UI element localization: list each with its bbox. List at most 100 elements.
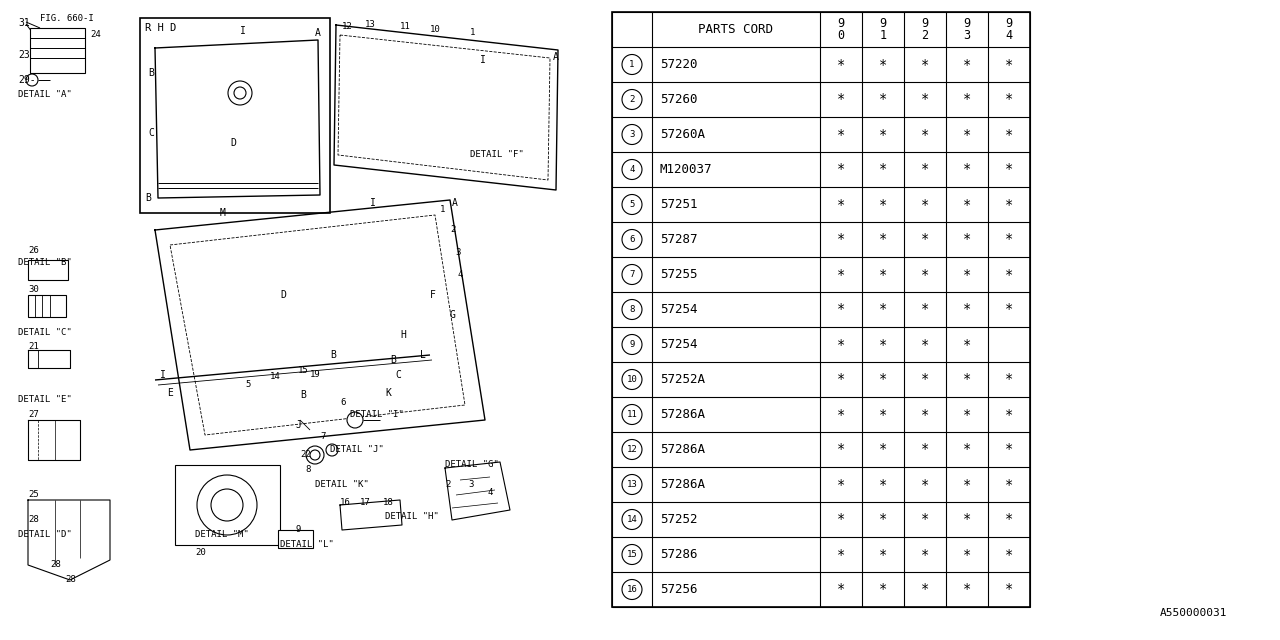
Text: 25: 25 <box>28 490 38 499</box>
Text: DETAIL "B": DETAIL "B" <box>18 258 72 267</box>
Text: K: K <box>385 388 390 398</box>
Text: 8: 8 <box>305 465 310 474</box>
Text: *: * <box>920 127 929 141</box>
Text: *: * <box>920 93 929 106</box>
Text: *: * <box>879 372 887 387</box>
Text: 4: 4 <box>488 488 493 497</box>
Text: PARTS CORD: PARTS CORD <box>699 23 773 36</box>
Text: 4: 4 <box>1005 29 1012 42</box>
Text: 20: 20 <box>195 548 206 557</box>
Text: *: * <box>963 513 972 527</box>
Text: 57286: 57286 <box>660 548 698 561</box>
Bar <box>278 530 314 548</box>
Text: *: * <box>963 93 972 106</box>
Circle shape <box>622 54 643 74</box>
Text: 15: 15 <box>298 366 308 375</box>
Text: A550000031: A550000031 <box>1160 608 1228 618</box>
Text: 9: 9 <box>837 17 845 30</box>
Text: *: * <box>1005 163 1014 177</box>
Text: *: * <box>963 163 972 177</box>
Text: *: * <box>920 163 929 177</box>
Circle shape <box>228 81 252 105</box>
Text: 57255: 57255 <box>660 268 698 281</box>
Text: *: * <box>920 198 929 211</box>
Text: *: * <box>879 547 887 561</box>
Text: *: * <box>1005 477 1014 492</box>
Text: DETAIL "I": DETAIL "I" <box>349 410 403 419</box>
Text: I: I <box>160 370 166 380</box>
Text: 21: 21 <box>28 342 38 351</box>
Text: 31: 31 <box>18 18 29 28</box>
Bar <box>175 465 280 545</box>
Bar <box>140 18 330 213</box>
Circle shape <box>622 125 643 145</box>
Text: D: D <box>280 290 285 300</box>
Circle shape <box>622 264 643 285</box>
Text: *: * <box>879 163 887 177</box>
Text: I: I <box>480 55 486 65</box>
Text: 57252: 57252 <box>660 513 698 526</box>
Text: B: B <box>148 68 154 78</box>
Text: *: * <box>963 408 972 422</box>
Text: 57260A: 57260A <box>660 128 705 141</box>
Text: B: B <box>330 350 335 360</box>
Text: 29-: 29- <box>18 75 36 85</box>
Text: DETAIL "C": DETAIL "C" <box>18 328 72 337</box>
Text: 7: 7 <box>630 270 635 279</box>
Text: DETAIL "G": DETAIL "G" <box>445 460 499 469</box>
Text: L: L <box>420 350 426 360</box>
Circle shape <box>622 230 643 250</box>
Text: G: G <box>451 310 456 320</box>
Circle shape <box>326 444 338 456</box>
Text: *: * <box>837 442 845 456</box>
Text: 5: 5 <box>630 200 635 209</box>
Text: 6: 6 <box>630 235 635 244</box>
Text: DETAIL "M": DETAIL "M" <box>195 530 248 539</box>
Text: *: * <box>1005 58 1014 72</box>
Text: *: * <box>1005 408 1014 422</box>
Circle shape <box>234 87 246 99</box>
Text: DETAIL "L": DETAIL "L" <box>280 540 334 549</box>
Text: *: * <box>963 477 972 492</box>
Circle shape <box>211 489 243 521</box>
Text: *: * <box>963 547 972 561</box>
Text: B: B <box>145 193 151 203</box>
Text: C: C <box>148 128 154 138</box>
Text: 57254: 57254 <box>660 303 698 316</box>
Text: 15: 15 <box>627 550 637 559</box>
Text: 27: 27 <box>28 410 38 419</box>
Text: 9: 9 <box>964 17 970 30</box>
Text: DETAIL "K": DETAIL "K" <box>315 480 369 489</box>
Text: 57286A: 57286A <box>660 478 705 491</box>
Text: 57254: 57254 <box>660 338 698 351</box>
Text: *: * <box>920 582 929 596</box>
Text: 1: 1 <box>879 29 887 42</box>
Bar <box>28 295 67 317</box>
Text: *: * <box>920 372 929 387</box>
Text: *: * <box>837 163 845 177</box>
Text: 14: 14 <box>270 372 280 381</box>
Text: D: D <box>230 138 236 148</box>
Text: *: * <box>837 93 845 106</box>
Text: *: * <box>963 127 972 141</box>
Text: *: * <box>963 232 972 246</box>
Text: *: * <box>1005 582 1014 596</box>
Text: *: * <box>879 127 887 141</box>
Text: DETAIL "D": DETAIL "D" <box>18 530 72 539</box>
Text: *: * <box>963 303 972 317</box>
Text: H: H <box>399 330 406 340</box>
Text: 9: 9 <box>879 17 887 30</box>
Text: 7: 7 <box>320 432 325 441</box>
Text: *: * <box>879 337 887 351</box>
Text: 3: 3 <box>630 130 635 139</box>
Circle shape <box>306 446 324 464</box>
Text: 16: 16 <box>340 498 351 507</box>
Text: *: * <box>963 198 972 211</box>
Circle shape <box>622 545 643 564</box>
Text: DETAIL "E": DETAIL "E" <box>18 395 72 404</box>
Text: 9: 9 <box>922 17 928 30</box>
Text: *: * <box>879 198 887 211</box>
Circle shape <box>622 159 643 179</box>
Text: *: * <box>1005 513 1014 527</box>
Text: *: * <box>879 477 887 492</box>
